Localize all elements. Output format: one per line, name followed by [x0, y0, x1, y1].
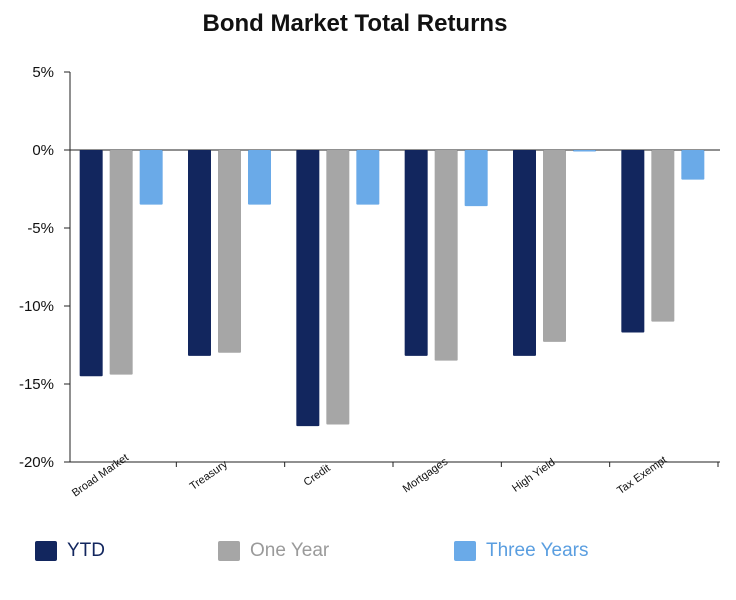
legend-label-three-years: Three Years — [486, 540, 589, 561]
bar — [79, 150, 103, 377]
bar — [573, 150, 596, 152]
y-tick-label: -5% — [27, 220, 54, 237]
y-tick-label: 5% — [32, 64, 54, 81]
bar — [543, 150, 566, 342]
chart-title: Bond Market Total Returns — [202, 10, 508, 37]
legend-item-ytd: YTD — [35, 540, 105, 562]
bar — [109, 150, 133, 375]
chart-axes — [64, 71, 720, 467]
bar — [326, 150, 350, 425]
bar — [139, 150, 163, 205]
legend-label-one-year: One Year — [250, 540, 330, 561]
y-tick-label: 0% — [32, 142, 54, 159]
legend-swatch-one-year — [218, 541, 240, 561]
legend-swatch-three-years — [454, 541, 476, 561]
legend-item-one-year: One Year — [218, 540, 329, 562]
bar — [218, 150, 241, 353]
bar — [513, 150, 536, 356]
bar-chart: 5% 0% -5% -10% -15% -20% Broad Market Treasury C… — [19, 64, 720, 500]
bar — [296, 150, 320, 427]
legend-item-three-years: Three Years — [454, 540, 588, 562]
chart-bars — [79, 150, 705, 427]
bar — [188, 150, 211, 356]
bar — [464, 150, 488, 207]
bar — [434, 150, 458, 361]
y-tick-label: -10% — [19, 298, 54, 315]
x-category-label: Broad Market — [70, 452, 131, 500]
bar — [356, 150, 380, 205]
bar — [404, 150, 428, 356]
y-tick-label: -15% — [19, 376, 54, 393]
bar — [621, 150, 645, 333]
bar — [248, 150, 271, 205]
x-category-label: Credit — [302, 462, 333, 489]
x-category-label: Mortgages — [401, 455, 451, 495]
legend-swatch-ytd — [35, 541, 57, 561]
legend: YTD One Year Three Years — [30, 540, 720, 570]
x-category-label: Tax Exempt — [615, 454, 669, 497]
y-tick-label: -20% — [19, 454, 54, 471]
bar — [651, 150, 675, 322]
x-category-label: Treasury — [188, 458, 231, 493]
legend-label-ytd: YTD — [67, 540, 105, 561]
bar — [681, 150, 705, 180]
